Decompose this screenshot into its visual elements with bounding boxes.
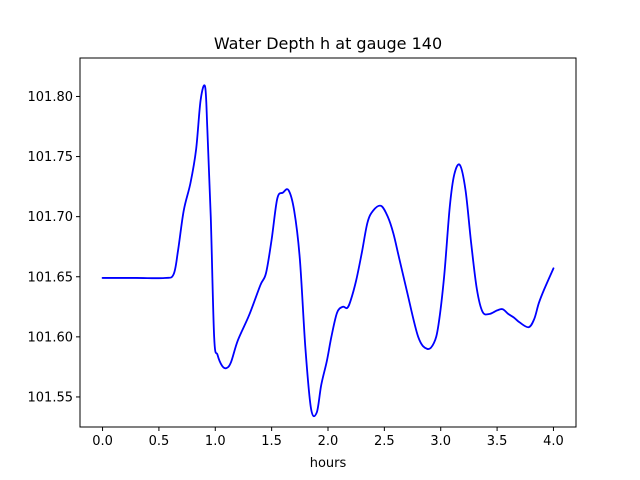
chart-title: Water Depth h at gauge 140 [214, 34, 442, 53]
ticks-layer: 0.0 0.5 1.0 1.5 2.0 2.5 3.0 3.5 4.0 101.55 101.60 1… [28, 90, 564, 449]
y-tick-label: 101.75 [28, 150, 74, 165]
y-tick-label: 101.80 [28, 90, 74, 105]
x-tick-label: 4.0 [543, 434, 564, 449]
x-tick-label: 2.0 [318, 434, 339, 449]
y-tick-label: 101.60 [28, 330, 74, 345]
y-tick-label: 101.55 [28, 390, 74, 405]
x-tick-label: 3.5 [487, 434, 508, 449]
y-tick-label: 101.65 [28, 270, 74, 285]
x-tick-label: 0.0 [92, 434, 113, 449]
x-tick-label: 3.0 [430, 434, 451, 449]
plot-layer [101, 84, 555, 418]
x-axis-label: hours [310, 456, 347, 471]
plot-frame [79, 57, 577, 428]
y-tick-label: 101.70 [28, 210, 74, 225]
x-tick-label: 1.5 [261, 434, 282, 449]
x-tick-label: 2.5 [374, 434, 395, 449]
series-line [101, 84, 555, 418]
x-tick-label: 0.5 [149, 434, 170, 449]
x-tick-label: 1.0 [205, 434, 226, 449]
